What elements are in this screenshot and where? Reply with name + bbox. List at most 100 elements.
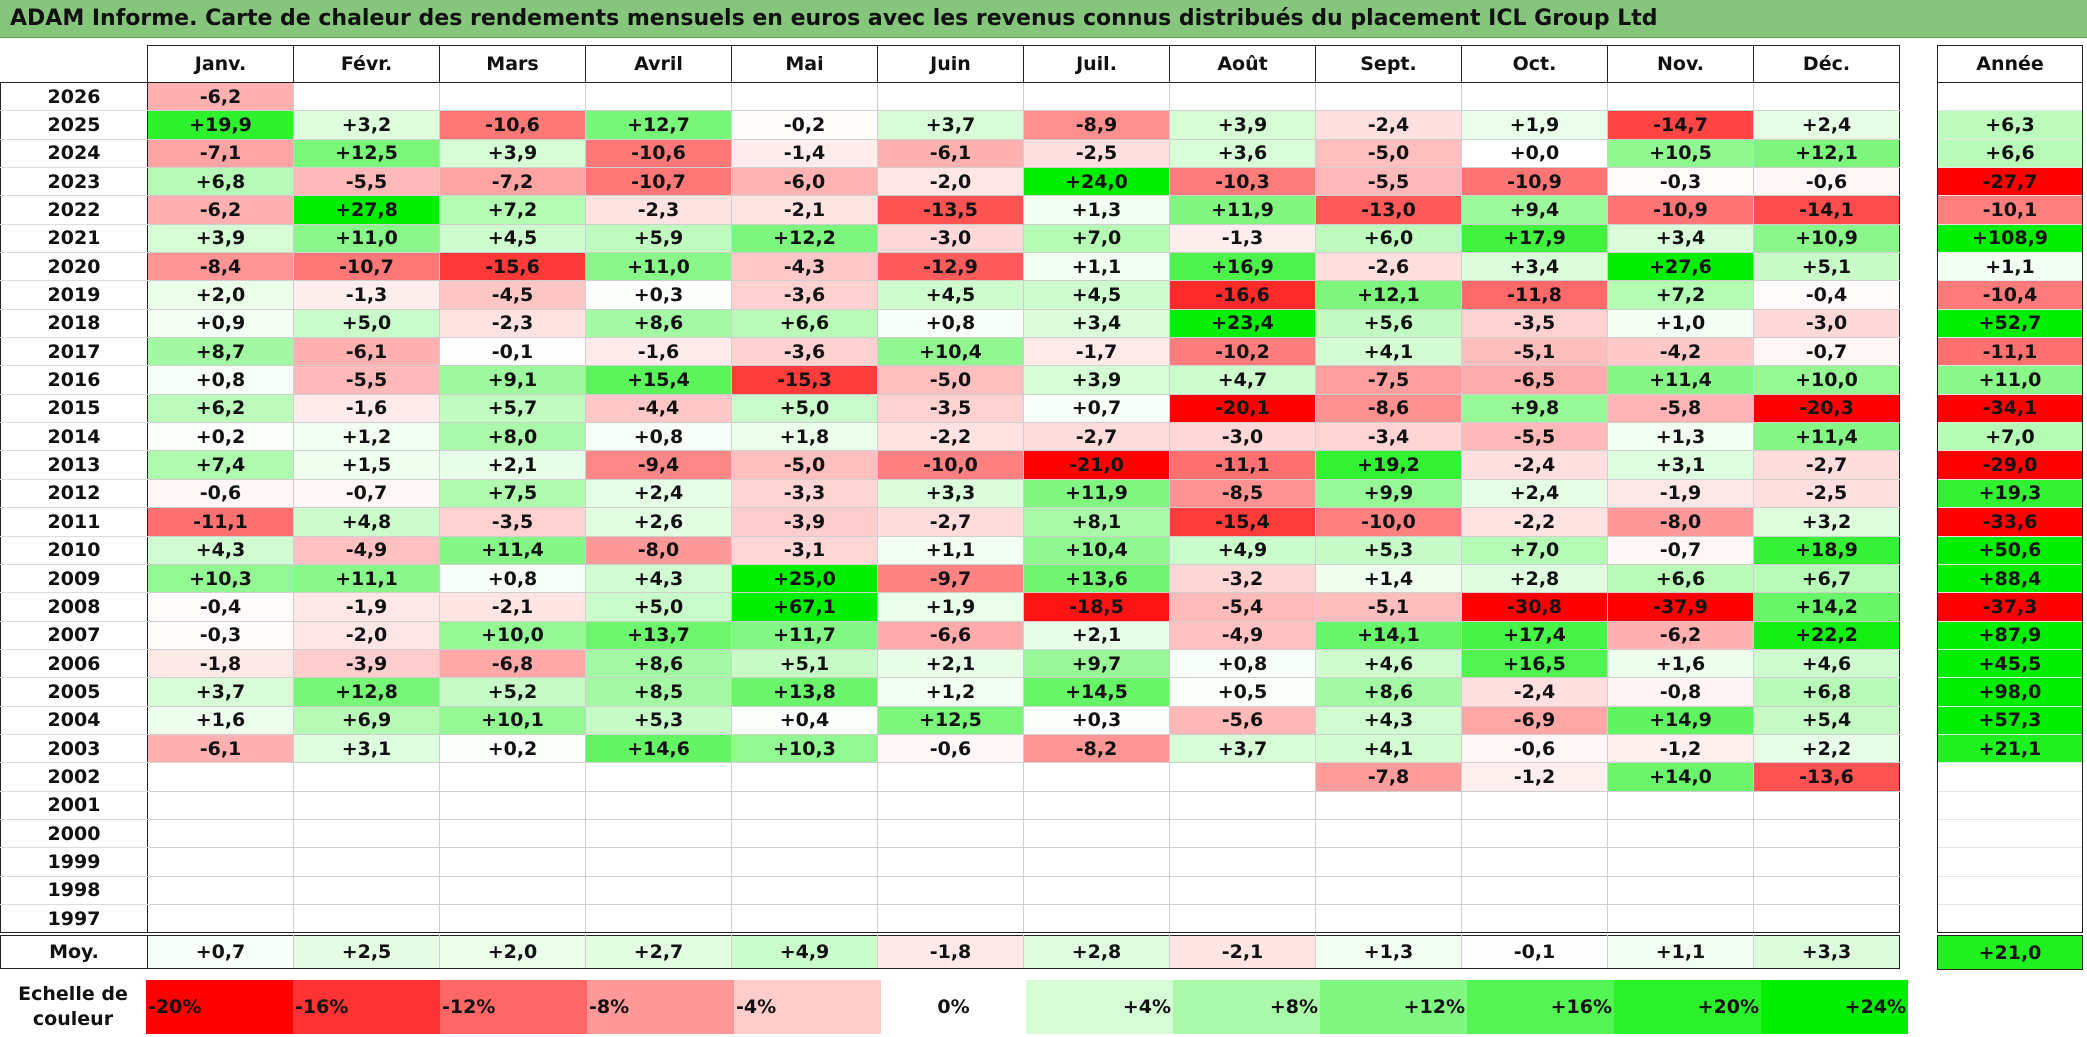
heatmap-cell: +7,2 [1607,280,1754,310]
heatmap-cell [1023,903,1170,934]
color-scale-row: Echelle de couleur -20% -16% -12% -8% -4% 0% +… [0,980,1908,1034]
heatmap-cell: +17,4 [1461,620,1608,650]
heatmap-cell [293,875,440,905]
heatmap-cell: -3,0 [1169,422,1316,452]
heatmap-cell: +6,0 [1315,223,1462,254]
heatmap-cell: +4,5 [1023,280,1170,310]
heatmap-cell: -2,5 [1753,478,1900,509]
month-header: Mai [731,45,878,83]
heatmap-cell [439,818,586,849]
annual-cell: +57,3 [1937,705,2083,735]
heatmap-cell: -9,7 [877,563,1024,594]
heatmap-cell: -3,6 [731,337,878,367]
heatmap-cell: -7,1 [147,138,294,169]
heatmap-cell: -5,5 [293,167,440,197]
heatmap-cell: +11,4 [1607,365,1754,395]
heatmap-cell: -20,3 [1753,393,1900,424]
heatmap-cell: -2,3 [585,195,732,225]
heatmap-cell: +2,6 [585,507,732,537]
year-label: 2018 [0,309,148,339]
heatmap-cell: +0,4 [731,705,878,735]
heatmap-cell: +2,1 [877,648,1024,679]
heatmap-cell: +1,0 [1607,308,1754,339]
annual-cell: +6,3 [1937,110,2083,140]
annual-row [1937,847,2083,877]
heatmap-cell [293,81,440,112]
heatmap-cell: +10,9 [1753,223,1900,254]
heatmap-cell [439,847,586,877]
year-row: 2002 -7,8 -1,2 +14,0 -13,6 [0,762,1900,792]
heatmap-cell [147,875,294,905]
heatmap-cell: +8,5 [585,677,732,707]
year-label: 2004 [0,706,148,735]
year-row: 2021 +3,9 +11,0 +4,5 +5,9 +12,2 -3,0 +7,0 -1,3 +6… [0,223,1900,254]
heatmap-cell: +3,9 [1023,365,1170,395]
heatmap-cell: +0,7 [1023,393,1170,424]
annual-cell [1937,875,2083,905]
heatmap-cell: +4,5 [877,280,1024,310]
heatmap-cell: -7,8 [1315,762,1462,792]
heatmap-cell: +27,6 [1607,252,1754,282]
heatmap-cell: -0,4 [147,592,294,622]
month-header: Juin [877,45,1024,83]
heatmap-cell: +3,9 [439,138,586,169]
annual-row: +57,3 [1937,705,2083,735]
color-scale: Echelle de couleur -20% -16% -12% -8% -4% 0% +… [0,980,1908,1034]
color-scale-swatch: -4% [734,980,881,1034]
heatmap-cell: +7,0 [1023,223,1170,254]
heatmap-cell: +11,1 [293,563,440,594]
heatmap-cell: +11,4 [439,535,586,565]
heatmap-cell: +16,5 [1461,648,1608,679]
average-cell: +1,1 [1607,935,1754,969]
heatmap-cell: +14,9 [1607,705,1754,735]
heatmap-cell: -5,6 [1169,705,1316,735]
heatmap-cell: +2,1 [1023,620,1170,650]
year-row: 2007 -0,3 -2,0 +10,0 +13,7 +11,7 -6,6 +2,1 -4,9 +… [0,620,1900,650]
heatmap-cell: +12,8 [293,677,440,707]
month-header: Sept. [1315,45,1462,83]
heatmap-cell: +9,8 [1461,393,1608,424]
heatmap-cell: -0,7 [293,478,440,509]
annual-cell: +11,0 [1937,365,2083,395]
heatmap-cell: -8,9 [1023,110,1170,140]
annual-cell: +50,6 [1937,535,2083,565]
heatmap-cell: +3,9 [1169,110,1316,140]
heatmap-cell: +1,5 [293,450,440,480]
heatmap-cell: +5,0 [585,592,732,622]
annual-row [1937,790,2083,820]
heatmap-cell: +8,7 [147,337,294,367]
heatmap-cell [1315,790,1462,820]
average-cell: +3,3 [1753,935,1900,969]
heatmap-cell: -4,5 [439,280,586,310]
heatmap-cell: -6,8 [439,648,586,679]
heatmap-cell: -0,3 [1607,167,1754,197]
heatmap-cell: +12,2 [731,223,878,254]
heatmap-cell: +0,2 [147,422,294,452]
heatmap-cell [1169,818,1316,849]
annual-row: -33,6 [1937,507,2083,536]
annual-row: +98,0 [1937,677,2083,707]
year-label: 2014 [0,422,148,452]
heatmap-cell: +4,1 [1315,337,1462,367]
annual-row: -34,1 [1937,393,2083,423]
annual-cell: -11,1 [1937,337,2083,366]
annual-cell: -37,3 [1937,592,2083,622]
heatmap-cell [1023,81,1170,112]
heatmap-cell: -4,4 [585,393,732,424]
heatmap-cell: +0,8 [1169,648,1316,679]
heatmap-cell: -2,3 [439,308,586,339]
heatmap-cell: +11,4 [1753,422,1900,452]
heatmap-cell: -1,8 [147,648,294,679]
title-bar: ADAM Informe. Carte de chaleur des rende… [0,0,2087,38]
heatmap-cell: -6,2 [147,195,294,225]
heatmap-cell: -3,4 [1315,422,1462,452]
heatmap-cell [1315,847,1462,877]
heatmap-cell: -0,6 [1461,733,1608,764]
heatmap-cell: +0,8 [585,422,732,452]
year-label: 2022 [0,195,148,225]
annual-cell: +52,7 [1937,308,2083,338]
heatmap-cell: +12,7 [585,110,732,140]
heatmap-cell [1607,81,1754,112]
heatmap-cell: +8,6 [585,308,732,339]
heatmap-cell [585,762,732,792]
